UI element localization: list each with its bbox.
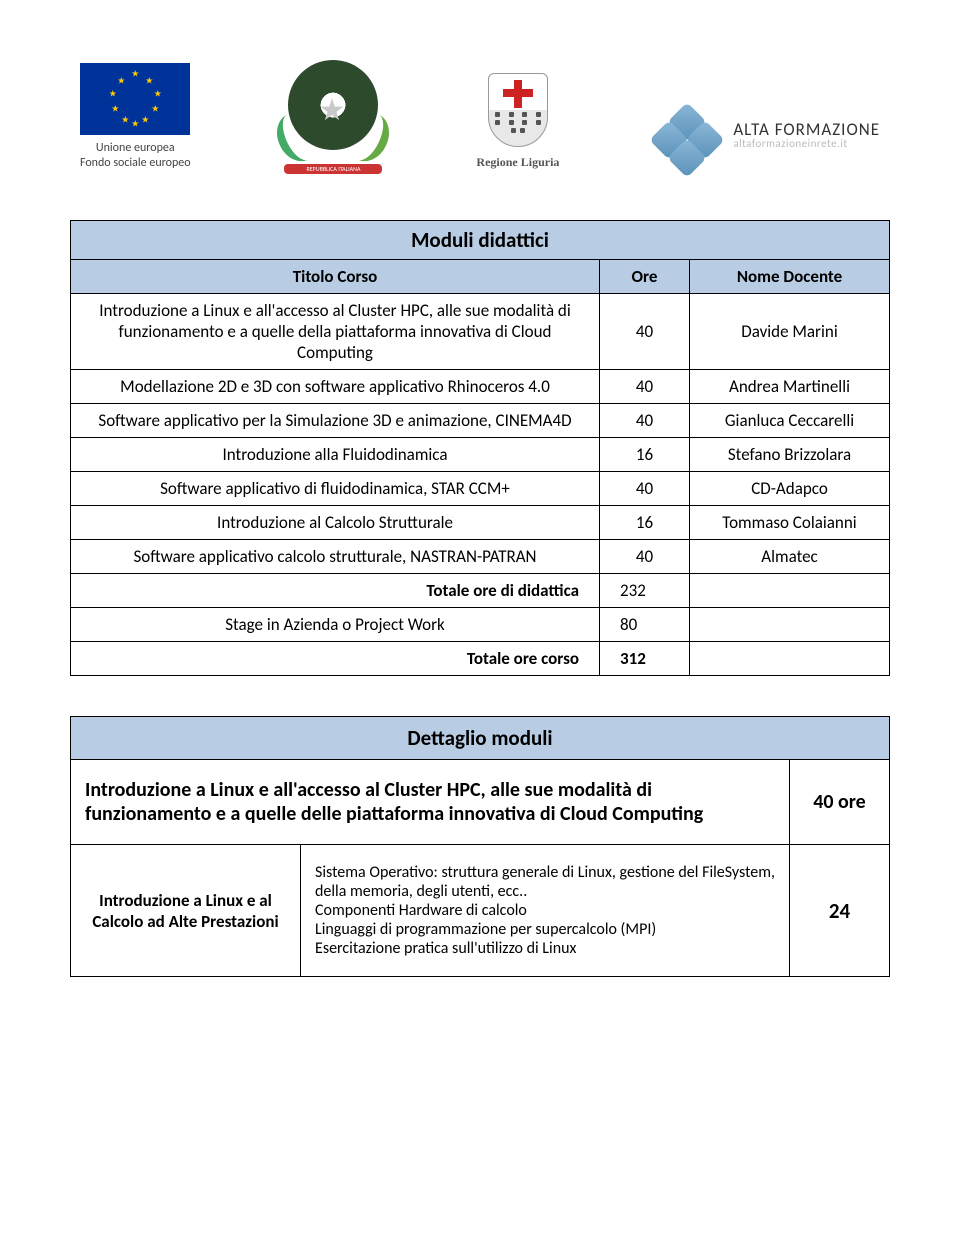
- liguria-shield-icon: [488, 73, 548, 147]
- table-row: Modellazione 2D e 3D con software applic…: [71, 370, 890, 404]
- eu-logo: ★ ★ ★ ★ ★ ★ ★ ★ ★ ★ Unione europea Fondo…: [80, 63, 191, 170]
- table-row: Software applicativo per la Simulazione …: [71, 404, 890, 438]
- liguria-logo: Regione Liguria: [476, 73, 559, 170]
- total-corso-empty: [690, 642, 890, 676]
- total-corso-label: Totale ore corso: [71, 642, 600, 676]
- dettaglio-table: Dettaglio moduli Introduzione a Linux e …: [70, 716, 890, 977]
- course-title-cell: Software applicativo per la Simulazione …: [71, 404, 600, 438]
- total-corso-value: 312: [600, 642, 690, 676]
- course-title-cell: Software applicativo calcolo strutturale…: [71, 540, 600, 574]
- total-didattica-value: 232: [600, 574, 690, 608]
- liguria-caption: Regione Liguria: [476, 155, 559, 170]
- moduli-col-titolo: Titolo Corso: [71, 260, 600, 294]
- stage-value: 80: [600, 608, 690, 642]
- course-docente-cell: Stefano Brizzolara: [690, 438, 890, 472]
- eu-flag-icon: ★ ★ ★ ★ ★ ★ ★ ★ ★ ★: [80, 63, 190, 135]
- course-docente-cell: Almatec: [690, 540, 890, 574]
- alta-title: ALTA FORMAZIONE: [733, 121, 880, 138]
- dettaglio-sub-topic: Introduzione a Linux e al Calcolo ad Alt…: [71, 845, 301, 977]
- dettaglio-module-title: Introduzione a Linux e all'accesso al Cl…: [71, 760, 790, 845]
- course-ore-cell: 16: [600, 506, 690, 540]
- course-title-cell: Introduzione alla Fluidodinamica: [71, 438, 600, 472]
- course-ore-cell: 40: [600, 472, 690, 506]
- course-docente-cell: Andrea Martinelli: [690, 370, 890, 404]
- course-ore-cell: 40: [600, 540, 690, 574]
- course-docente-cell: Davide Marini: [690, 294, 890, 370]
- alta-logo: ALTA FORMAZIONE altaformazioneinrete.it: [653, 100, 880, 170]
- table-row: Software applicativo calcolo strutturale…: [71, 540, 890, 574]
- alta-shape-icon: [653, 100, 723, 170]
- stage-empty: [690, 608, 890, 642]
- course-ore-cell: 40: [600, 404, 690, 438]
- moduli-col-docente: Nome Docente: [690, 260, 890, 294]
- table-row: Software applicativo di fluidodinamica, …: [71, 472, 890, 506]
- eu-caption-line1: Unione europea: [96, 141, 175, 155]
- table-row: Introduzione al Calcolo Strutturale16Tom…: [71, 506, 890, 540]
- table-row: Introduzione alla Fluidodinamica16Stefan…: [71, 438, 890, 472]
- course-docente-cell: Gianluca Ceccarelli: [690, 404, 890, 438]
- dettaglio-header: Dettaglio moduli: [71, 717, 890, 760]
- moduli-table: Moduli didattici Titolo Corso Ore Nome D…: [70, 220, 890, 676]
- course-title-cell: Modellazione 2D e 3D con software applic…: [71, 370, 600, 404]
- total-didattica-empty: [690, 574, 890, 608]
- course-docente-cell: CD-Adapco: [690, 472, 890, 506]
- dettaglio-module-ore: 40 ore: [790, 760, 890, 845]
- total-didattica-label: Totale ore di didattica: [71, 574, 600, 608]
- course-ore-cell: 40: [600, 370, 690, 404]
- logo-header: ★ ★ ★ ★ ★ ★ ★ ★ ★ ★ Unione europea Fondo…: [70, 60, 890, 170]
- italy-ribbon-text: REPUBBLICA ITALIANA: [284, 164, 382, 174]
- moduli-col-ore: Ore: [600, 260, 690, 294]
- course-docente-cell: Tommaso Colaianni: [690, 506, 890, 540]
- course-ore-cell: 16: [600, 438, 690, 472]
- stage-label: Stage in Azienda o Project Work: [71, 608, 600, 642]
- course-title-cell: Software applicativo di fluidodinamica, …: [71, 472, 600, 506]
- dettaglio-sub-desc: Sistema Operativo: struttura generale di…: [301, 845, 790, 977]
- dettaglio-sub-ore: 24: [790, 845, 890, 977]
- table-row: Introduzione a Linux e all'accesso al Cl…: [71, 294, 890, 370]
- moduli-header-span: Moduli didattici: [71, 221, 890, 260]
- course-ore-cell: 40: [600, 294, 690, 370]
- eu-caption-line2: Fondo sociale europeo: [80, 156, 191, 170]
- italy-emblem: ★ REPUBBLICA ITALIANA: [284, 60, 382, 170]
- course-title-cell: Introduzione al Calcolo Strutturale: [71, 506, 600, 540]
- course-title-cell: Introduzione a Linux e all'accesso al Cl…: [71, 294, 600, 370]
